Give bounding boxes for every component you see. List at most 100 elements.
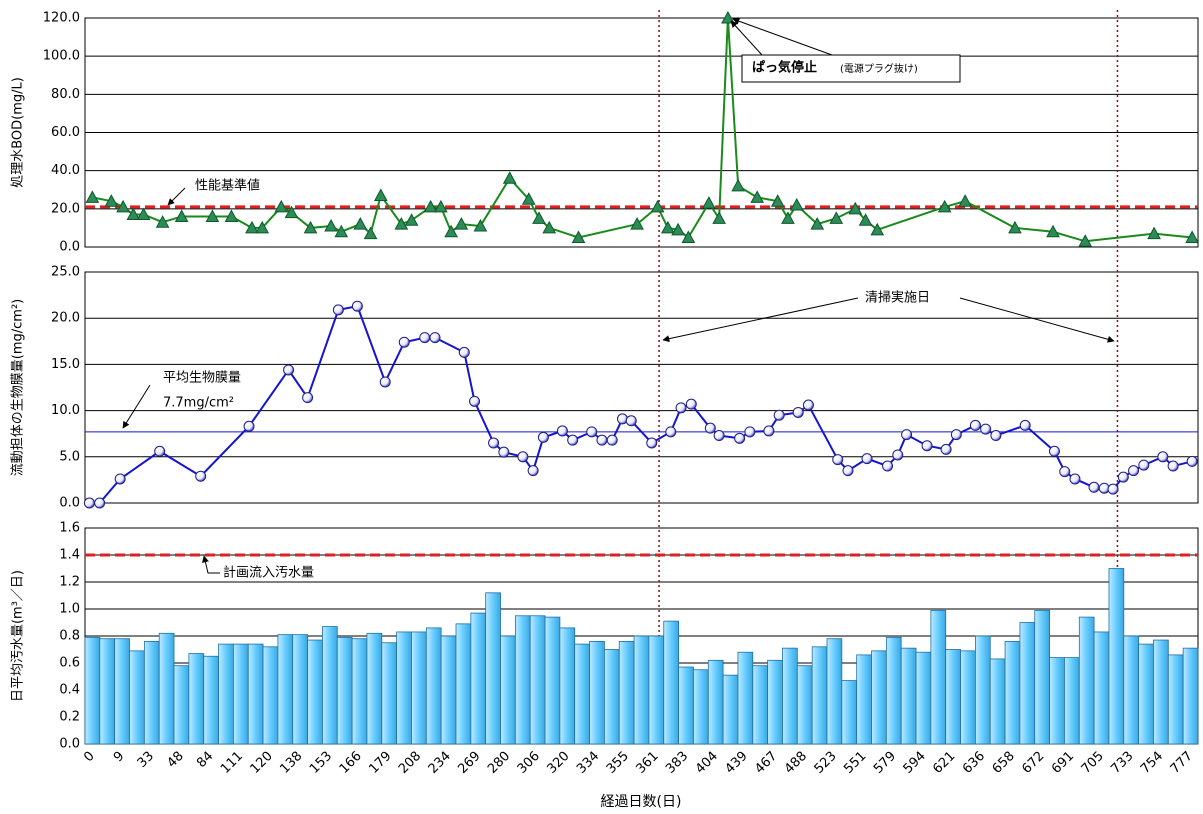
x-tick-label: 280: [485, 749, 513, 777]
marker: [1059, 466, 1071, 478]
marker: [770, 194, 785, 207]
marker: [104, 194, 119, 207]
bar: [915, 651, 932, 745]
marker: [1048, 445, 1060, 457]
bar: [485, 592, 501, 745]
ref-label: 計画流入汚水量: [223, 565, 314, 581]
y-axis-title: 流動担体の生物膜量(mg/cm²): [11, 299, 26, 476]
y-tick-label: 0.2: [59, 710, 80, 725]
marker: [224, 209, 239, 222]
annotation: ぱっ気停止: [752, 60, 817, 76]
bar: [500, 635, 516, 745]
marker: [1088, 481, 1100, 493]
marker: [1019, 419, 1031, 431]
y-tick-label: 0.0: [59, 240, 80, 255]
marker: [334, 224, 349, 238]
bar: [1182, 647, 1199, 745]
x-tick-label: 138: [277, 749, 305, 777]
marker: [353, 217, 368, 230]
marker: [937, 199, 952, 213]
marker: [245, 220, 259, 234]
bar: [514, 615, 531, 745]
x-tick-label: 705: [1079, 749, 1107, 777]
marker: [802, 399, 814, 411]
marker: [712, 211, 726, 224]
marker: [744, 426, 756, 438]
x-axis-title: 経過日数(日): [601, 794, 682, 810]
bar: [574, 643, 590, 745]
marker: [1008, 220, 1022, 234]
bar: [752, 665, 769, 745]
bar: [856, 654, 872, 745]
bar: [722, 674, 739, 745]
marker: [661, 220, 675, 234]
bar: [782, 647, 798, 745]
x-tick-label: 361: [633, 749, 661, 777]
marker: [650, 199, 665, 213]
x-tick-label: 355: [604, 749, 632, 777]
marker: [773, 409, 785, 421]
y-tick-label: 1.0: [59, 602, 80, 617]
marker: [882, 460, 894, 472]
bar: [425, 627, 442, 745]
marker: [302, 392, 314, 404]
marker: [469, 395, 481, 407]
marker: [665, 426, 677, 438]
marker: [901, 429, 913, 441]
x-tick-label: 269: [455, 749, 483, 777]
marker: [704, 422, 716, 434]
bar: [411, 631, 427, 745]
marker: [517, 451, 529, 463]
marker: [255, 220, 270, 234]
marker: [243, 420, 255, 432]
bar: [336, 636, 353, 745]
y-tick-label: 0.0: [59, 737, 80, 752]
bar: [307, 639, 323, 745]
marker: [458, 346, 470, 358]
bar: [693, 669, 709, 745]
bar: [1153, 639, 1169, 745]
marker: [734, 432, 746, 444]
bar: [604, 649, 620, 745]
marker: [283, 364, 295, 376]
marker: [713, 430, 725, 442]
x-tick-label: 120: [248, 749, 276, 777]
marker: [1107, 483, 1119, 495]
x-tick-label: 777: [1168, 749, 1196, 777]
marker: [571, 230, 586, 243]
bar: [767, 659, 783, 745]
marker: [616, 413, 628, 425]
marker: [681, 230, 696, 243]
y-tick-label: 0.8: [59, 629, 80, 644]
marker: [921, 440, 933, 452]
marker: [454, 217, 469, 230]
marker: [116, 199, 130, 213]
marker: [1167, 460, 1179, 472]
marker: [980, 423, 992, 435]
y-tick-label: 5.0: [59, 449, 80, 464]
marker: [114, 473, 126, 485]
marker: [950, 429, 962, 441]
x-tick-label: 84: [194, 749, 216, 771]
plot-area: [84, 271, 1199, 504]
annotation-sub: (電源プラグ抜け): [840, 62, 918, 75]
bar: [1138, 643, 1154, 745]
bar: [1123, 635, 1140, 745]
marker: [488, 437, 500, 449]
marker: [373, 188, 388, 201]
marker: [419, 332, 431, 344]
bar: [989, 658, 1006, 745]
bar: [544, 616, 561, 745]
y-tick-label: 0.0: [59, 496, 80, 511]
marker: [721, 10, 735, 24]
bar: [960, 650, 976, 745]
x-tick-label: 672: [1019, 749, 1047, 777]
y-tick-label: 120.0: [43, 11, 80, 26]
marker: [154, 445, 166, 457]
marker: [792, 406, 804, 418]
marker: [810, 217, 825, 230]
x-tick-label: 166: [337, 749, 365, 777]
marker: [434, 199, 448, 213]
y-tick-label: 1.6: [59, 521, 80, 536]
bar: [618, 641, 635, 745]
